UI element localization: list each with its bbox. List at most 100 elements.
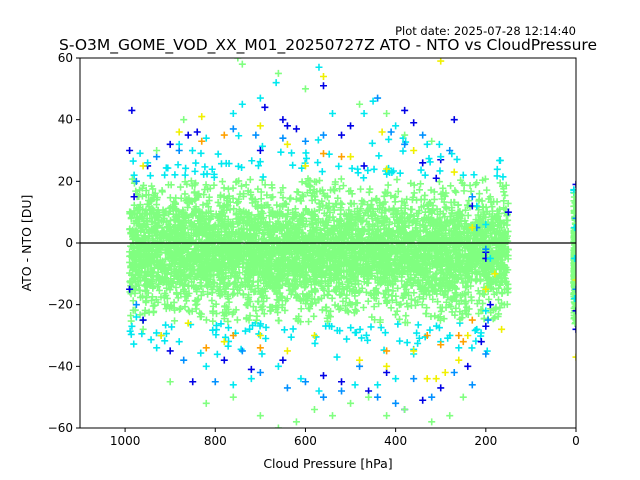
cluster-point <box>194 271 202 279</box>
cluster-point <box>397 300 405 308</box>
cluster-point <box>254 277 262 285</box>
cluster-point <box>269 193 277 201</box>
cluster-point <box>465 197 473 205</box>
cluster-point <box>307 215 315 223</box>
cluster-point <box>438 226 446 234</box>
cluster-point <box>231 250 239 258</box>
cluster-point <box>403 319 411 327</box>
cluster-point <box>166 217 174 225</box>
cluster-point <box>364 297 372 305</box>
cluster-point <box>480 238 488 246</box>
cluster-point <box>248 157 256 165</box>
cluster-point <box>262 252 270 260</box>
cluster-point <box>249 303 257 311</box>
cluster-point <box>467 282 475 290</box>
cluster-point <box>209 264 217 272</box>
cluster-point <box>222 310 230 318</box>
cluster-point <box>309 189 317 197</box>
cluster-point <box>287 240 295 248</box>
cluster-point <box>224 185 232 193</box>
cluster-point <box>491 314 499 322</box>
cluster-point <box>500 265 508 273</box>
cluster-point <box>378 209 386 217</box>
cluster-point <box>417 203 425 211</box>
cluster-point <box>381 294 389 302</box>
cluster-point <box>360 174 368 182</box>
cluster-point <box>298 264 306 272</box>
cluster-point <box>197 349 205 357</box>
cluster-point <box>289 325 297 333</box>
cluster-point <box>298 164 306 172</box>
cluster-point <box>501 229 509 237</box>
cluster-point <box>316 187 324 195</box>
cluster-point <box>236 286 244 294</box>
cluster-point <box>270 283 278 291</box>
cluster-point <box>354 270 362 278</box>
cluster-point <box>351 306 359 314</box>
cluster-point <box>148 182 156 190</box>
cluster-point <box>310 312 318 320</box>
cluster-point <box>306 263 314 271</box>
cluster-point <box>215 216 223 224</box>
cluster-point <box>323 212 331 220</box>
cluster-point <box>220 283 228 291</box>
cluster-point <box>476 221 484 229</box>
cluster-point <box>322 322 330 330</box>
cluster-point <box>500 204 508 212</box>
cluster-point <box>244 296 252 304</box>
cluster-point <box>173 226 181 234</box>
cluster-point <box>353 299 361 307</box>
cluster-point <box>450 274 458 282</box>
cluster-point <box>210 173 218 181</box>
cluster-point <box>216 210 224 218</box>
cluster-point <box>474 235 482 243</box>
cluster-point <box>149 268 157 276</box>
cluster-point <box>342 274 350 282</box>
cluster-point <box>421 196 429 204</box>
cluster-point <box>308 208 316 216</box>
cluster-point <box>370 303 378 311</box>
cluster-point <box>230 205 238 213</box>
cluster-point <box>420 223 428 231</box>
cluster-point <box>234 274 242 282</box>
cluster-point <box>298 178 306 186</box>
cluster-point <box>182 277 190 285</box>
cluster-point <box>473 275 481 283</box>
cluster-point <box>278 294 286 302</box>
cluster-point <box>389 287 397 295</box>
cluster-point <box>426 264 434 272</box>
cluster-point <box>126 208 134 216</box>
cluster-point <box>364 242 372 250</box>
cluster-point <box>191 230 199 238</box>
cluster-point <box>136 311 144 319</box>
cluster-point <box>459 256 467 264</box>
cluster-point <box>343 335 351 343</box>
cluster-point <box>498 224 506 232</box>
cluster-point <box>462 283 470 291</box>
cluster-point <box>257 202 265 210</box>
cluster-point <box>387 304 395 312</box>
cluster-point <box>493 172 501 180</box>
cluster-point <box>252 307 260 315</box>
cluster-point <box>422 290 430 298</box>
cluster-point <box>456 315 464 323</box>
cluster-point <box>129 306 137 314</box>
cluster-point <box>410 189 418 197</box>
cluster-point <box>249 196 257 204</box>
cluster-point <box>259 229 267 237</box>
cluster-point <box>487 198 495 206</box>
cluster-point <box>422 310 430 318</box>
cluster-point <box>441 213 449 221</box>
cluster-point <box>393 176 401 184</box>
cluster-point <box>197 291 205 299</box>
cluster-point <box>257 219 265 227</box>
cluster-point <box>155 212 163 220</box>
cluster-point <box>465 274 473 282</box>
cluster-point <box>435 140 443 148</box>
cluster-point <box>481 272 489 280</box>
cluster-point <box>164 164 172 172</box>
cluster-point <box>352 230 360 238</box>
cluster-point <box>496 304 504 312</box>
cluster-point <box>419 217 427 225</box>
cluster-point <box>335 162 343 170</box>
